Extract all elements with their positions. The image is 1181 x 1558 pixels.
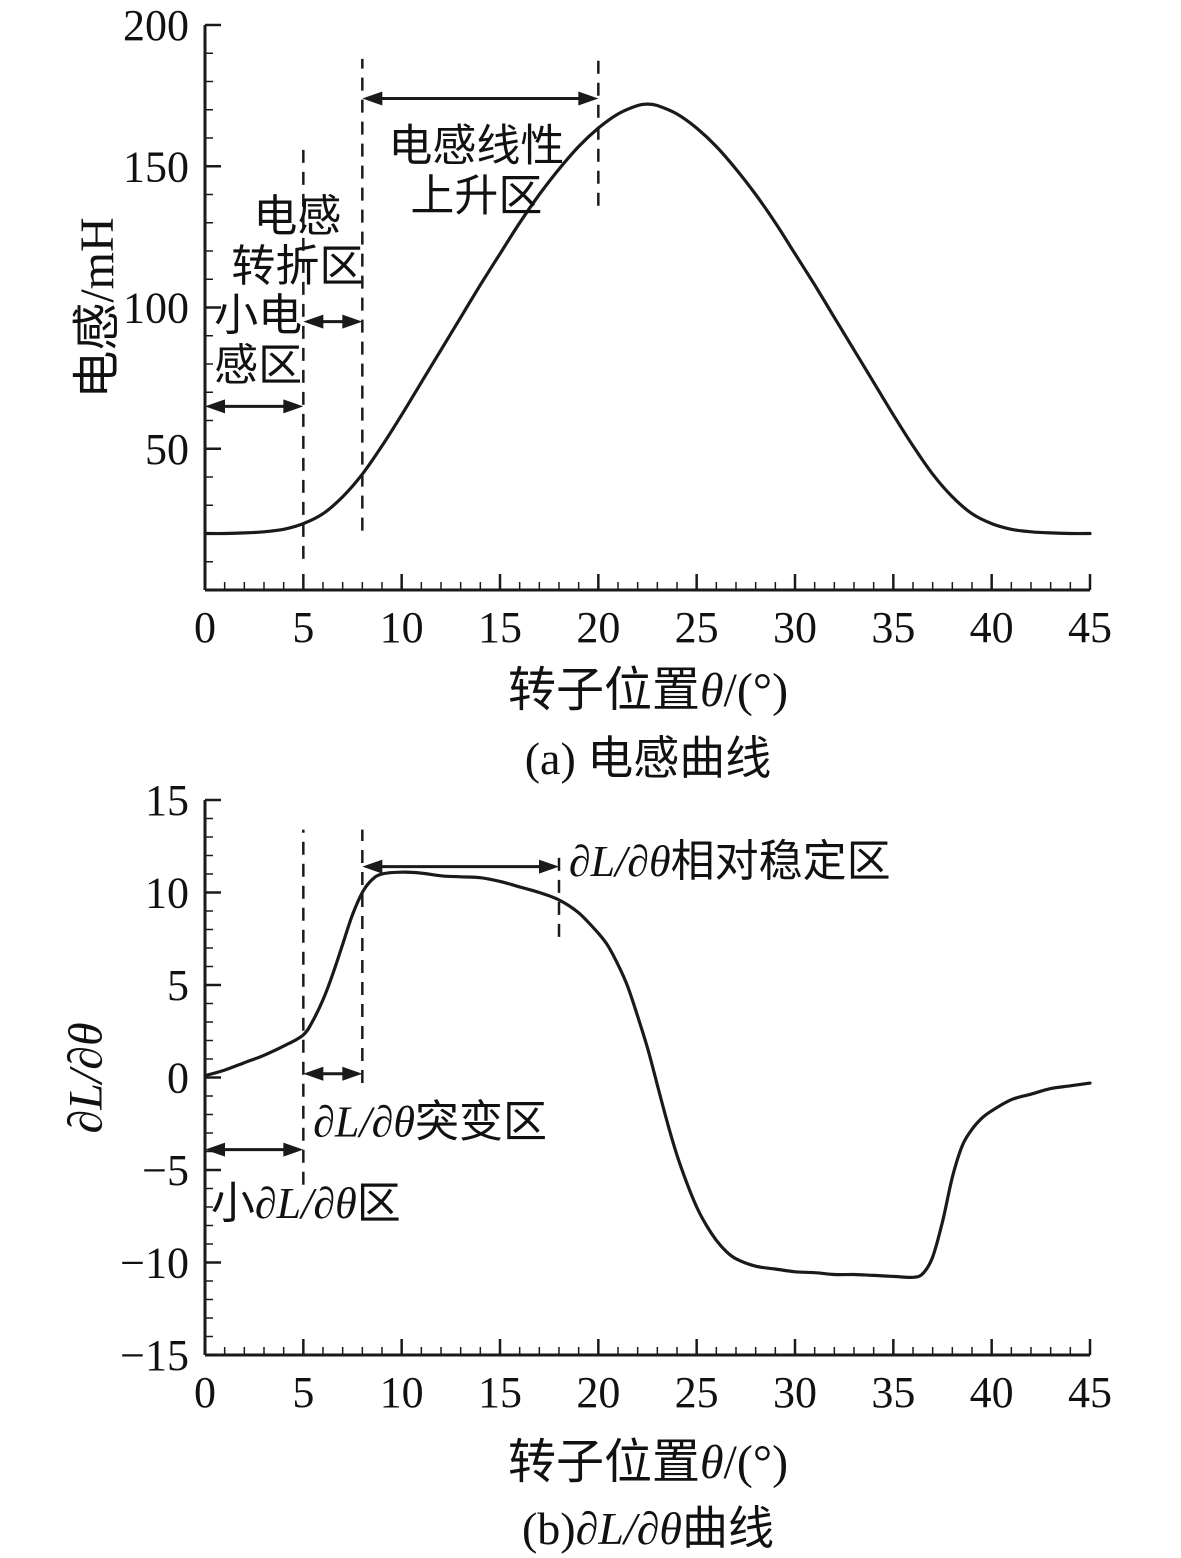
chart-b-section: 0 5 10 15 20 25 30 35 40 45 −15 −10 −5 0 5 10 15 ∂L/∂θ相对稳… [0,780,1181,1558]
x-tick-label: 15 [478,1368,522,1417]
chart-a-section: 0 5 10 15 20 25 30 35 40 45 50 100 150 200 电感线性 上升区 电感 转折… [71,1,1112,784]
x-tick-label: 25 [675,603,719,652]
y-tick-label: −10 [120,1239,189,1288]
annotation-label: 上升区 [410,172,542,221]
x-tick-label: 10 [380,603,424,652]
region-arrows [205,859,559,1157]
annotation-label: ∂L/∂θ突变区 [313,1098,547,1147]
annotation-label: 转折区 [231,242,363,291]
x-tick-label: 0 [194,603,216,652]
axes: 0 5 10 15 20 25 30 35 40 45 −15 −10 −5 0 5 10 15 [120,780,1112,1417]
x-tick-label: 0 [194,1368,216,1417]
chart-b-caption-math: ∂L/∂θ [575,1503,683,1554]
x-tick-label: 10 [380,1368,424,1417]
x-tick-label: 35 [871,603,915,652]
chart-a-xlabel-post: /(°) [723,664,789,717]
x-tick-label: 35 [871,1368,915,1417]
annotation-label: 电感线性 [388,122,564,171]
chart-a-caption-post: 电感曲线 [587,733,772,784]
y-tick-label: 150 [123,142,189,191]
chart-a-xlabel: 转子位置θ/(°) [508,650,788,720]
chart-a-caption: (a) 电感曲线 [525,722,772,788]
region-arrows [205,91,599,414]
dL-dtheta-curve [203,870,1092,1280]
annotation-label: 感区 [214,341,302,390]
chart-b-caption-pre: (b) [521,1503,576,1554]
y-tick-label: 0 [167,1054,189,1103]
y-tick-label: −5 [142,1146,189,1195]
x-tick-label: 5 [292,603,314,652]
y-tick-label: 5 [167,961,189,1010]
guide-lines [302,829,561,1185]
x-tick-label: 20 [576,603,620,652]
x-tick-label: 20 [576,1368,620,1417]
x-tick-label: 45 [1068,603,1112,652]
y-tick-label: 10 [145,869,189,918]
x-tick-label: 30 [773,603,817,652]
theta-symbol: θ [699,1436,724,1489]
inductance-curve [203,102,1092,536]
y-tick-label: 100 [123,284,189,333]
chart-a-xlabel-pre: 转子位置 [507,664,700,717]
theta-symbol: θ [699,664,724,717]
x-tick-label: 15 [478,603,522,652]
dl-dtheta-chart-svg: 0 5 10 15 20 25 30 35 40 45 −15 −10 −5 0 5 10 15 ∂L/∂θ相对稳… [120,780,1112,1417]
y-tick-label: 50 [145,425,189,474]
annotation-label: 小电 [214,291,302,340]
annotation-label: ∂L/∂θ相对稳定区 [569,837,891,886]
x-tick-label: 25 [675,1368,719,1417]
chart-a-ylabel: 电感/mH [71,217,124,399]
chart-a-caption-pre: (a) [524,733,588,784]
y-tick-label: −15 [120,1331,189,1380]
chart-b-ylabel: ∂L/∂θ [59,1022,113,1134]
chart-b-caption: (b)∂L/∂θ曲线 [522,1492,774,1558]
x-tick-label: 30 [773,1368,817,1417]
x-tick-label: 40 [970,1368,1014,1417]
axes: 0 5 10 15 20 25 30 35 40 45 50 100 150 200 [123,1,1112,652]
annotation-label: 电感 [253,192,341,241]
chart-b-caption-post: 曲线 [682,1503,775,1554]
chart-b-xlabel-pre: 转子位置 [507,1436,700,1489]
y-tick-label: 15 [145,780,189,825]
chart-b-xlabel-post: /(°) [723,1436,789,1489]
x-tick-label: 40 [970,603,1014,652]
y-tick-label: 200 [123,1,189,50]
guide-lines [302,56,600,559]
x-tick-label: 45 [1068,1368,1112,1417]
x-tick-label: 5 [292,1368,314,1417]
annotation-label: 小∂L/∂θ区 [211,1179,401,1228]
chart-b-xlabel: 转子位置θ/(°) [508,1422,788,1492]
